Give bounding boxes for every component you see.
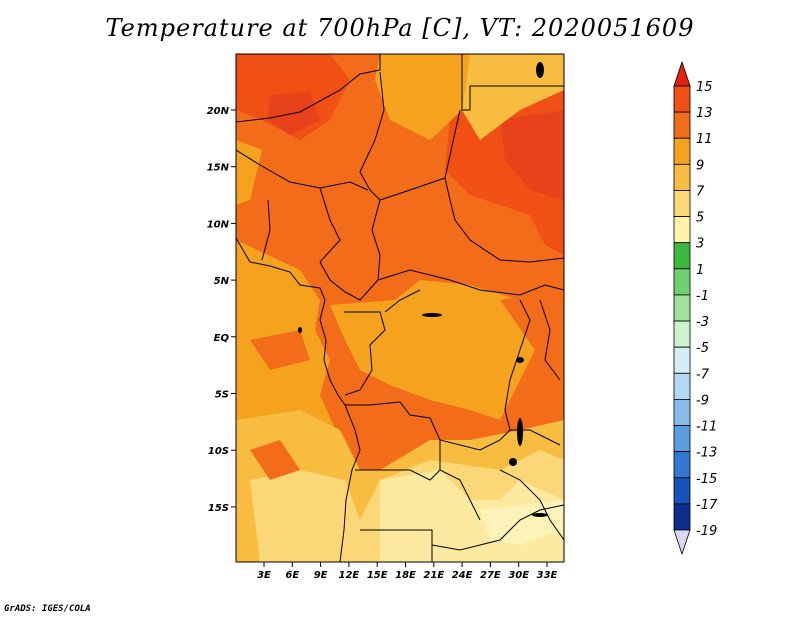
colorbar: 15 13 11 9 7 5 3 1 -1 -3 -5 -7 -9 -11 -13 -15 -17 -19	[673, 60, 718, 556]
colorbar-swatch	[673, 163, 691, 191]
lat-tick-label: 15S	[208, 503, 229, 514]
colorbar-swatch	[673, 268, 691, 296]
lon-tick-label: 21E	[423, 570, 444, 581]
colorbar-bottom-arrow	[673, 529, 691, 556]
colorbar-label: -17	[696, 498, 718, 513]
lon-tick-label: 6E	[285, 570, 299, 581]
colorbar-label: 15	[696, 80, 713, 95]
colorbar-label: 3	[696, 237, 704, 252]
colorbar-top-arrow	[673, 60, 691, 87]
colorbar-label: -15	[696, 472, 717, 487]
lat-tick-label: 20N	[207, 106, 230, 117]
colorbar-swatch	[673, 320, 691, 348]
colorbar-swatch	[673, 399, 691, 426]
lon-tick-label: 9E	[314, 570, 328, 581]
lon-tick-label: 24E	[452, 570, 473, 581]
colorbar-label: -13	[696, 446, 717, 461]
colorbar-label: -3	[696, 315, 709, 330]
latitude-axis: 20N 15N 10N 5N EQ 5S 10S 15S	[207, 106, 236, 514]
map-frame	[235, 53, 565, 563]
colorbar-swatch	[673, 425, 691, 453]
colorbar-swatch	[673, 242, 691, 270]
colorbar-label: 13	[696, 106, 713, 121]
lon-tick-label: 15E	[367, 570, 388, 581]
colorbar-swatch	[673, 477, 691, 505]
credit-text: GrADS: IGES/COLA	[4, 604, 91, 614]
temperature-field	[236, 54, 564, 562]
colorbar-swatch	[673, 137, 691, 165]
colorbar-label: -1	[696, 289, 709, 304]
longitude-axis: 3E 6E 9E 12E 15E 18E 21E 24E 27E 30E 33E	[257, 562, 558, 581]
lat-tick-label: 5S	[215, 390, 229, 401]
colorbar-swatch	[673, 190, 691, 217]
lat-tick-label: 15N	[207, 163, 230, 174]
colorbar-swatch	[673, 294, 691, 322]
colorbar-label: -19	[696, 524, 717, 539]
chart-title: Temperature at 700hPa [C], VT: 202005160…	[105, 14, 695, 42]
lon-tick-label: 33E	[537, 570, 558, 581]
colorbar-label: -9	[696, 393, 709, 408]
lat-tick-label: EQ	[214, 333, 230, 344]
colorbar-swatch	[673, 503, 691, 531]
colorbar-swatch	[673, 346, 691, 374]
colorbar-swatch	[673, 372, 691, 400]
colorbar-label: -11	[696, 420, 717, 435]
colorbar-label: -7	[696, 367, 710, 382]
lon-tick-label: 12E	[339, 570, 360, 581]
colorbar-label: 11	[696, 132, 713, 147]
colorbar-swatch	[673, 111, 691, 139]
lat-tick-label: 5N	[214, 276, 230, 287]
colorbar-swatch	[673, 216, 691, 244]
colorbar-label: 9	[696, 158, 704, 173]
colorbar-label: 7	[696, 184, 705, 199]
lon-tick-label: 18E	[395, 570, 416, 581]
lat-tick-label: 10N	[207, 219, 230, 230]
lon-tick-label: 27E	[480, 570, 501, 581]
lon-tick-label: 30E	[508, 570, 529, 581]
lat-tick-label: 10S	[208, 446, 229, 457]
colorbar-swatch	[673, 451, 691, 479]
colorbar-label: -5	[696, 341, 709, 356]
colorbar-label: 5	[696, 211, 704, 226]
colorbar-swatch	[673, 85, 691, 113]
colorbar-label: 1	[696, 263, 704, 278]
lon-tick-label: 3E	[257, 570, 271, 581]
